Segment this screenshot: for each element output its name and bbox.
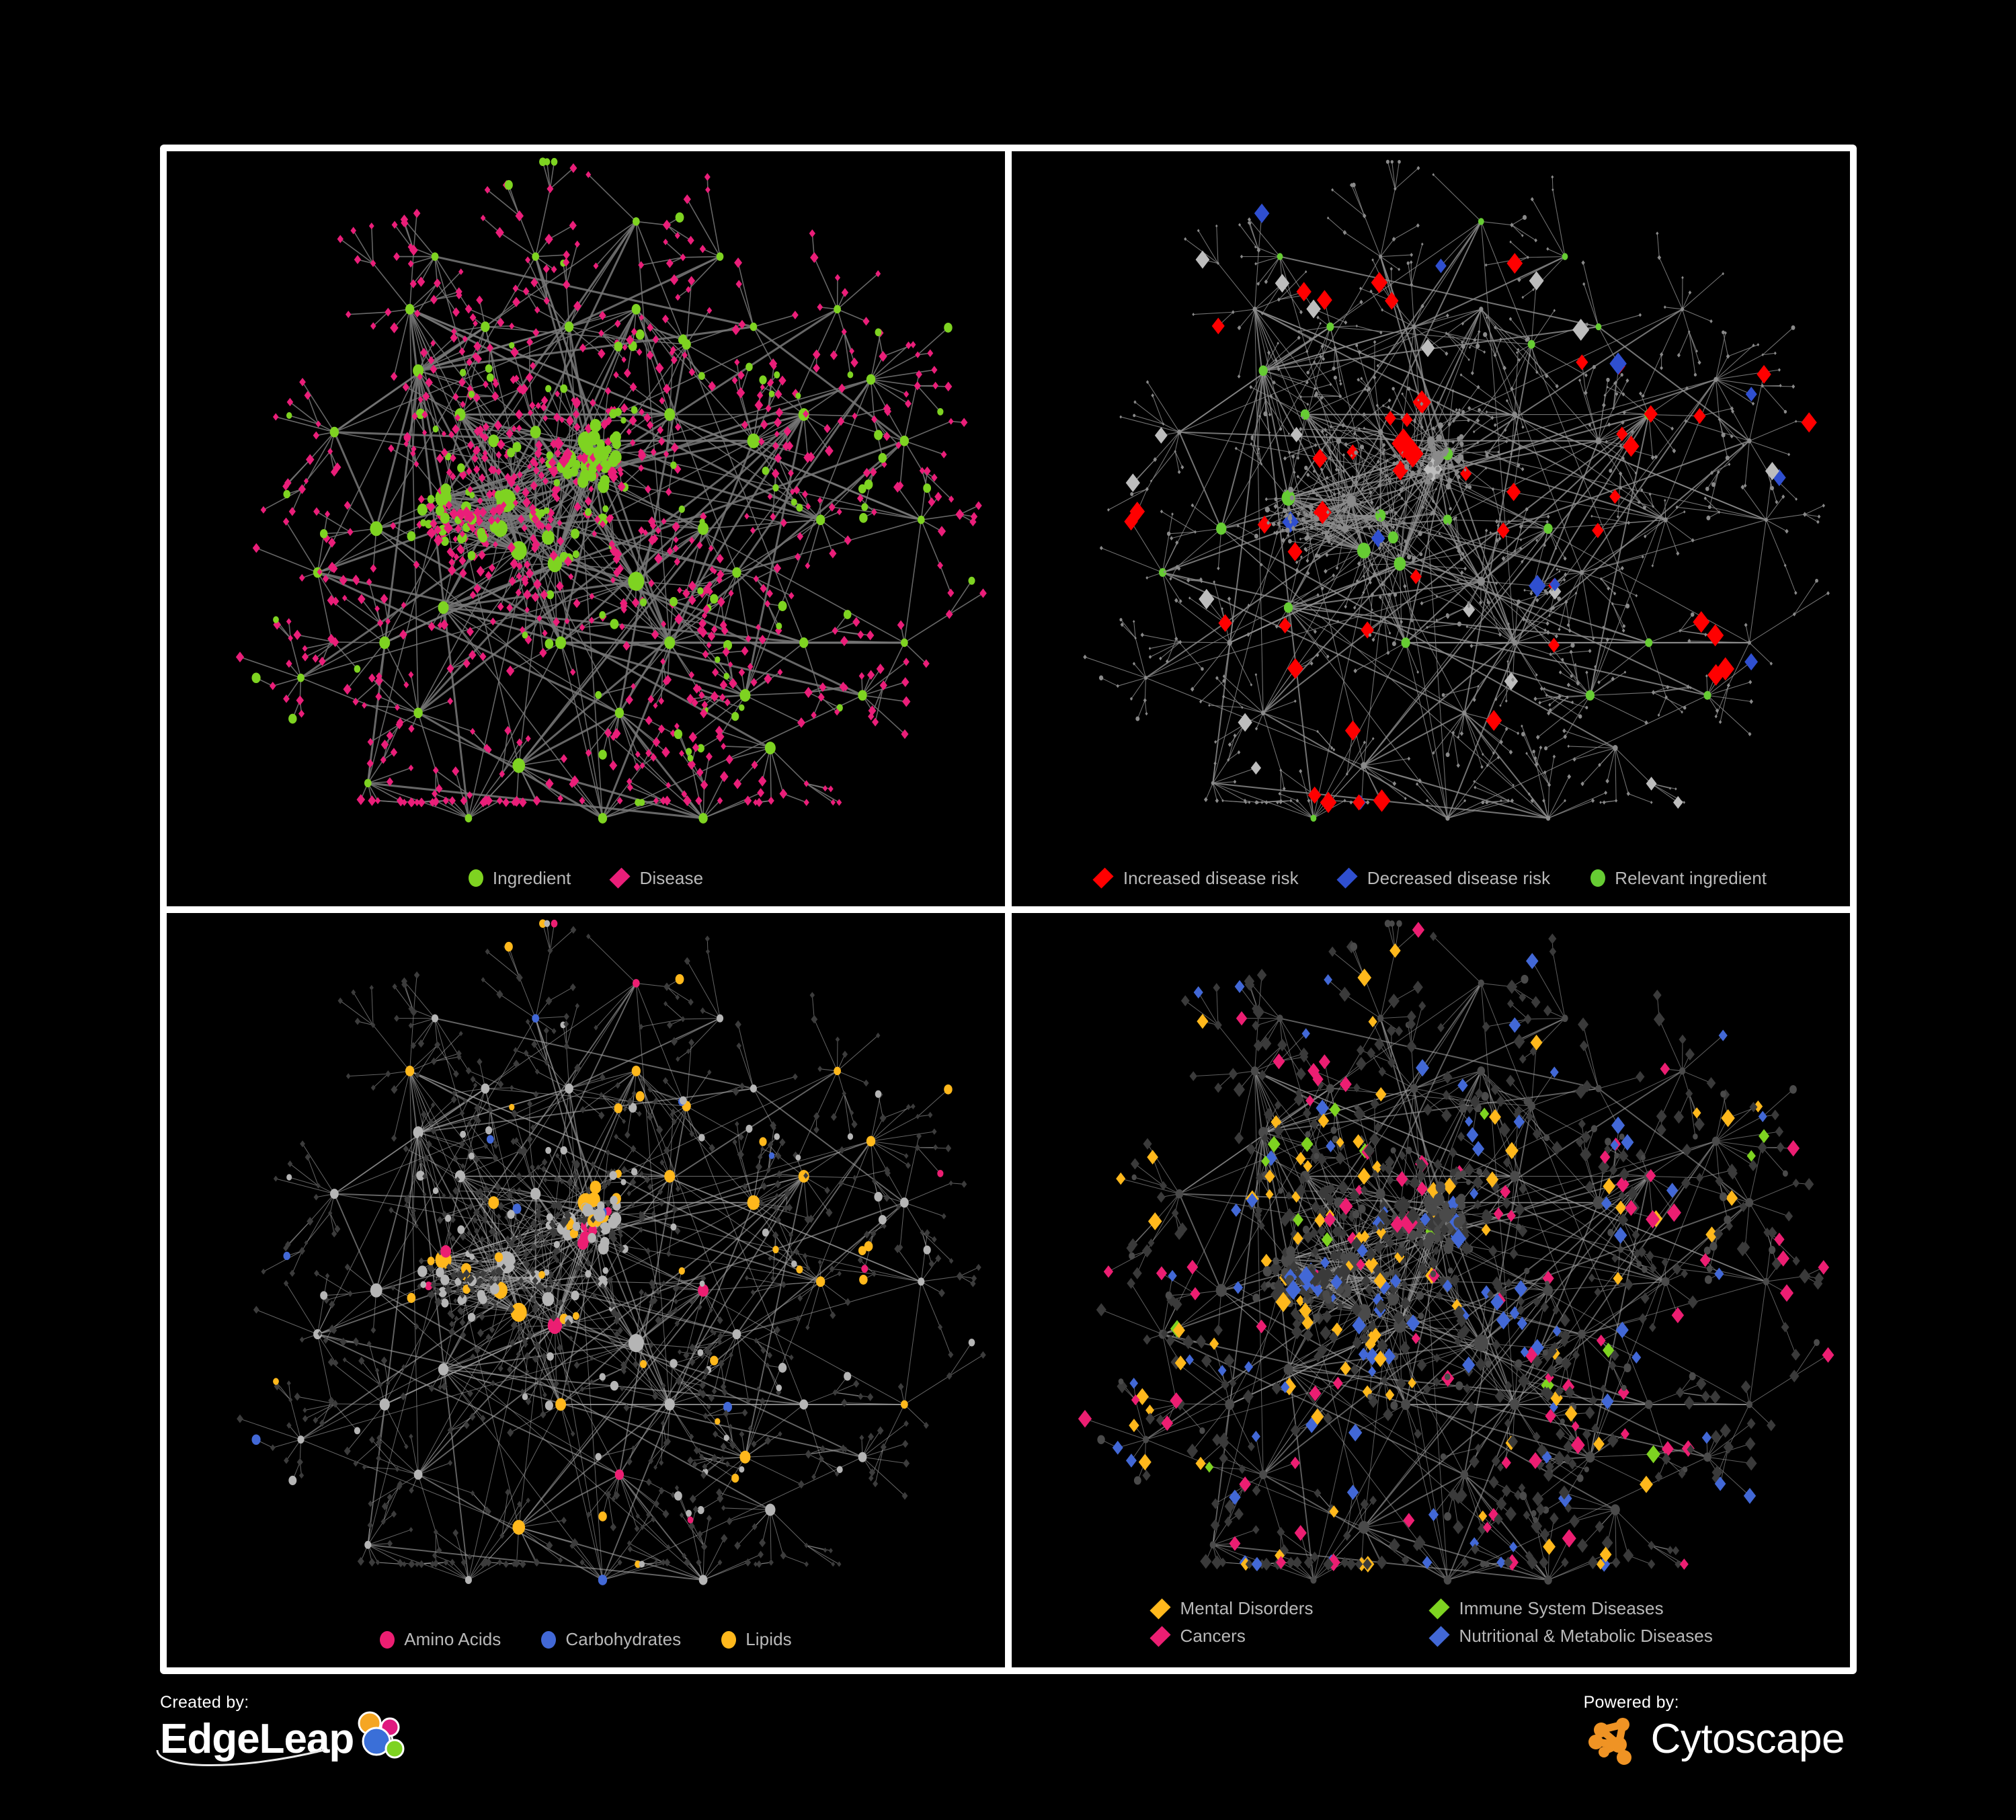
- created-by-caption: Created by:: [160, 1693, 249, 1712]
- network-graph-3: [237, 918, 986, 1585]
- edgeleap-node-logo-icon: [358, 1711, 405, 1759]
- panel-ingredient-class-network: Amino Acids Carbohydrates Lipids: [167, 912, 1005, 1668]
- network-graph-1: [235, 157, 987, 824]
- cytoscape-logo-row: Cytoscape: [1584, 1714, 1845, 1765]
- figure-frame: Ingredient Disease Increased disease ris: [160, 145, 1857, 1674]
- network-graph-4: [1078, 919, 1834, 1585]
- network-canvas-1: [167, 151, 1005, 906]
- network-canvas-4: [1012, 913, 1850, 1668]
- network-canvas-2: [1012, 151, 1850, 906]
- cytoscape-logo-icon: [1588, 1718, 1631, 1765]
- figure-footer: Created by: EdgeLeap Powered by:: [156, 1681, 1857, 1809]
- panel-disease-risk-network: Increased disease risk Decreased disease…: [1012, 151, 1850, 906]
- powered-by-caption: Powered by:: [1583, 1693, 1679, 1712]
- panel-disease-class-network: Mental Disorders Immune System Diseases …: [1012, 912, 1850, 1668]
- edgeleap-swoosh-icon: [156, 1749, 325, 1767]
- panel-ingredient-disease-network: Ingredient Disease: [167, 151, 1005, 906]
- cytoscape-wordmark: Cytoscape: [1650, 1716, 1845, 1762]
- edgeleap-logo-row: EdgeLeap: [160, 1711, 409, 1765]
- panel-grid: Ingredient Disease Increased disease ris: [167, 151, 1850, 1667]
- edgeleap-wordmark: EdgeLeap: [160, 1716, 354, 1762]
- cytoscape-branding: Powered by:: [1584, 1693, 1845, 1765]
- edgeleap-branding: Created by: EdgeLeap: [156, 1693, 409, 1772]
- network-graph-2: [1083, 159, 1830, 822]
- network-canvas-3: [167, 913, 1005, 1668]
